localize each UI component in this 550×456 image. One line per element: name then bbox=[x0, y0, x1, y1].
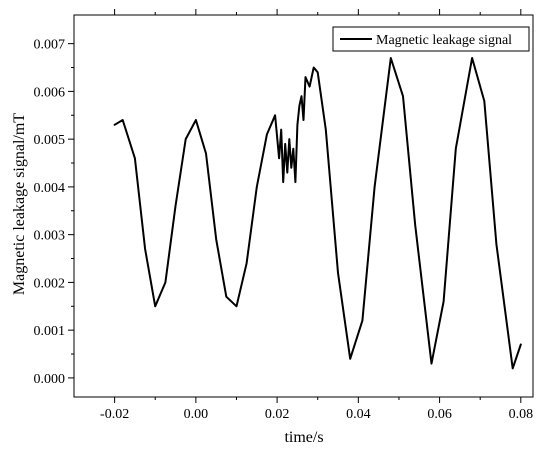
y-tick-label: 0.007 bbox=[34, 38, 66, 53]
x-tick-label: 0.08 bbox=[509, 407, 534, 422]
series-line bbox=[113, 57, 522, 370]
plot-frame bbox=[73, 14, 534, 398]
y-tick-label: 0.004 bbox=[34, 181, 66, 196]
x-tick-label: 0.04 bbox=[346, 407, 371, 422]
x-axis-title: time/s bbox=[284, 429, 323, 446]
y-tick-label: 0.003 bbox=[34, 229, 66, 244]
legend: Magnetic leakage signal bbox=[332, 26, 530, 52]
legend-label: Magnetic leakage signal bbox=[376, 33, 512, 48]
y-axis-title: Magnetic leakage signal/mT bbox=[11, 113, 28, 295]
x-tick-label: -0.02 bbox=[100, 407, 129, 422]
x-tick-label: 0.02 bbox=[265, 407, 290, 422]
y-tick-label: 0.002 bbox=[34, 276, 66, 291]
series-layer bbox=[113, 57, 522, 370]
y-tick-label: 0.000 bbox=[34, 372, 66, 387]
y-tick-label: 0.006 bbox=[34, 85, 66, 100]
x-tick-label: 0.00 bbox=[184, 407, 209, 422]
y-tick-label: 0.001 bbox=[34, 324, 66, 339]
x-tick-label: 0.06 bbox=[427, 407, 452, 422]
axes-layer: -0.02 0.00 0.02 0.04 0.06 0.08 0.000 0.001 0.002… bbox=[34, 9, 534, 422]
y-tick-label: 0.005 bbox=[34, 133, 66, 148]
